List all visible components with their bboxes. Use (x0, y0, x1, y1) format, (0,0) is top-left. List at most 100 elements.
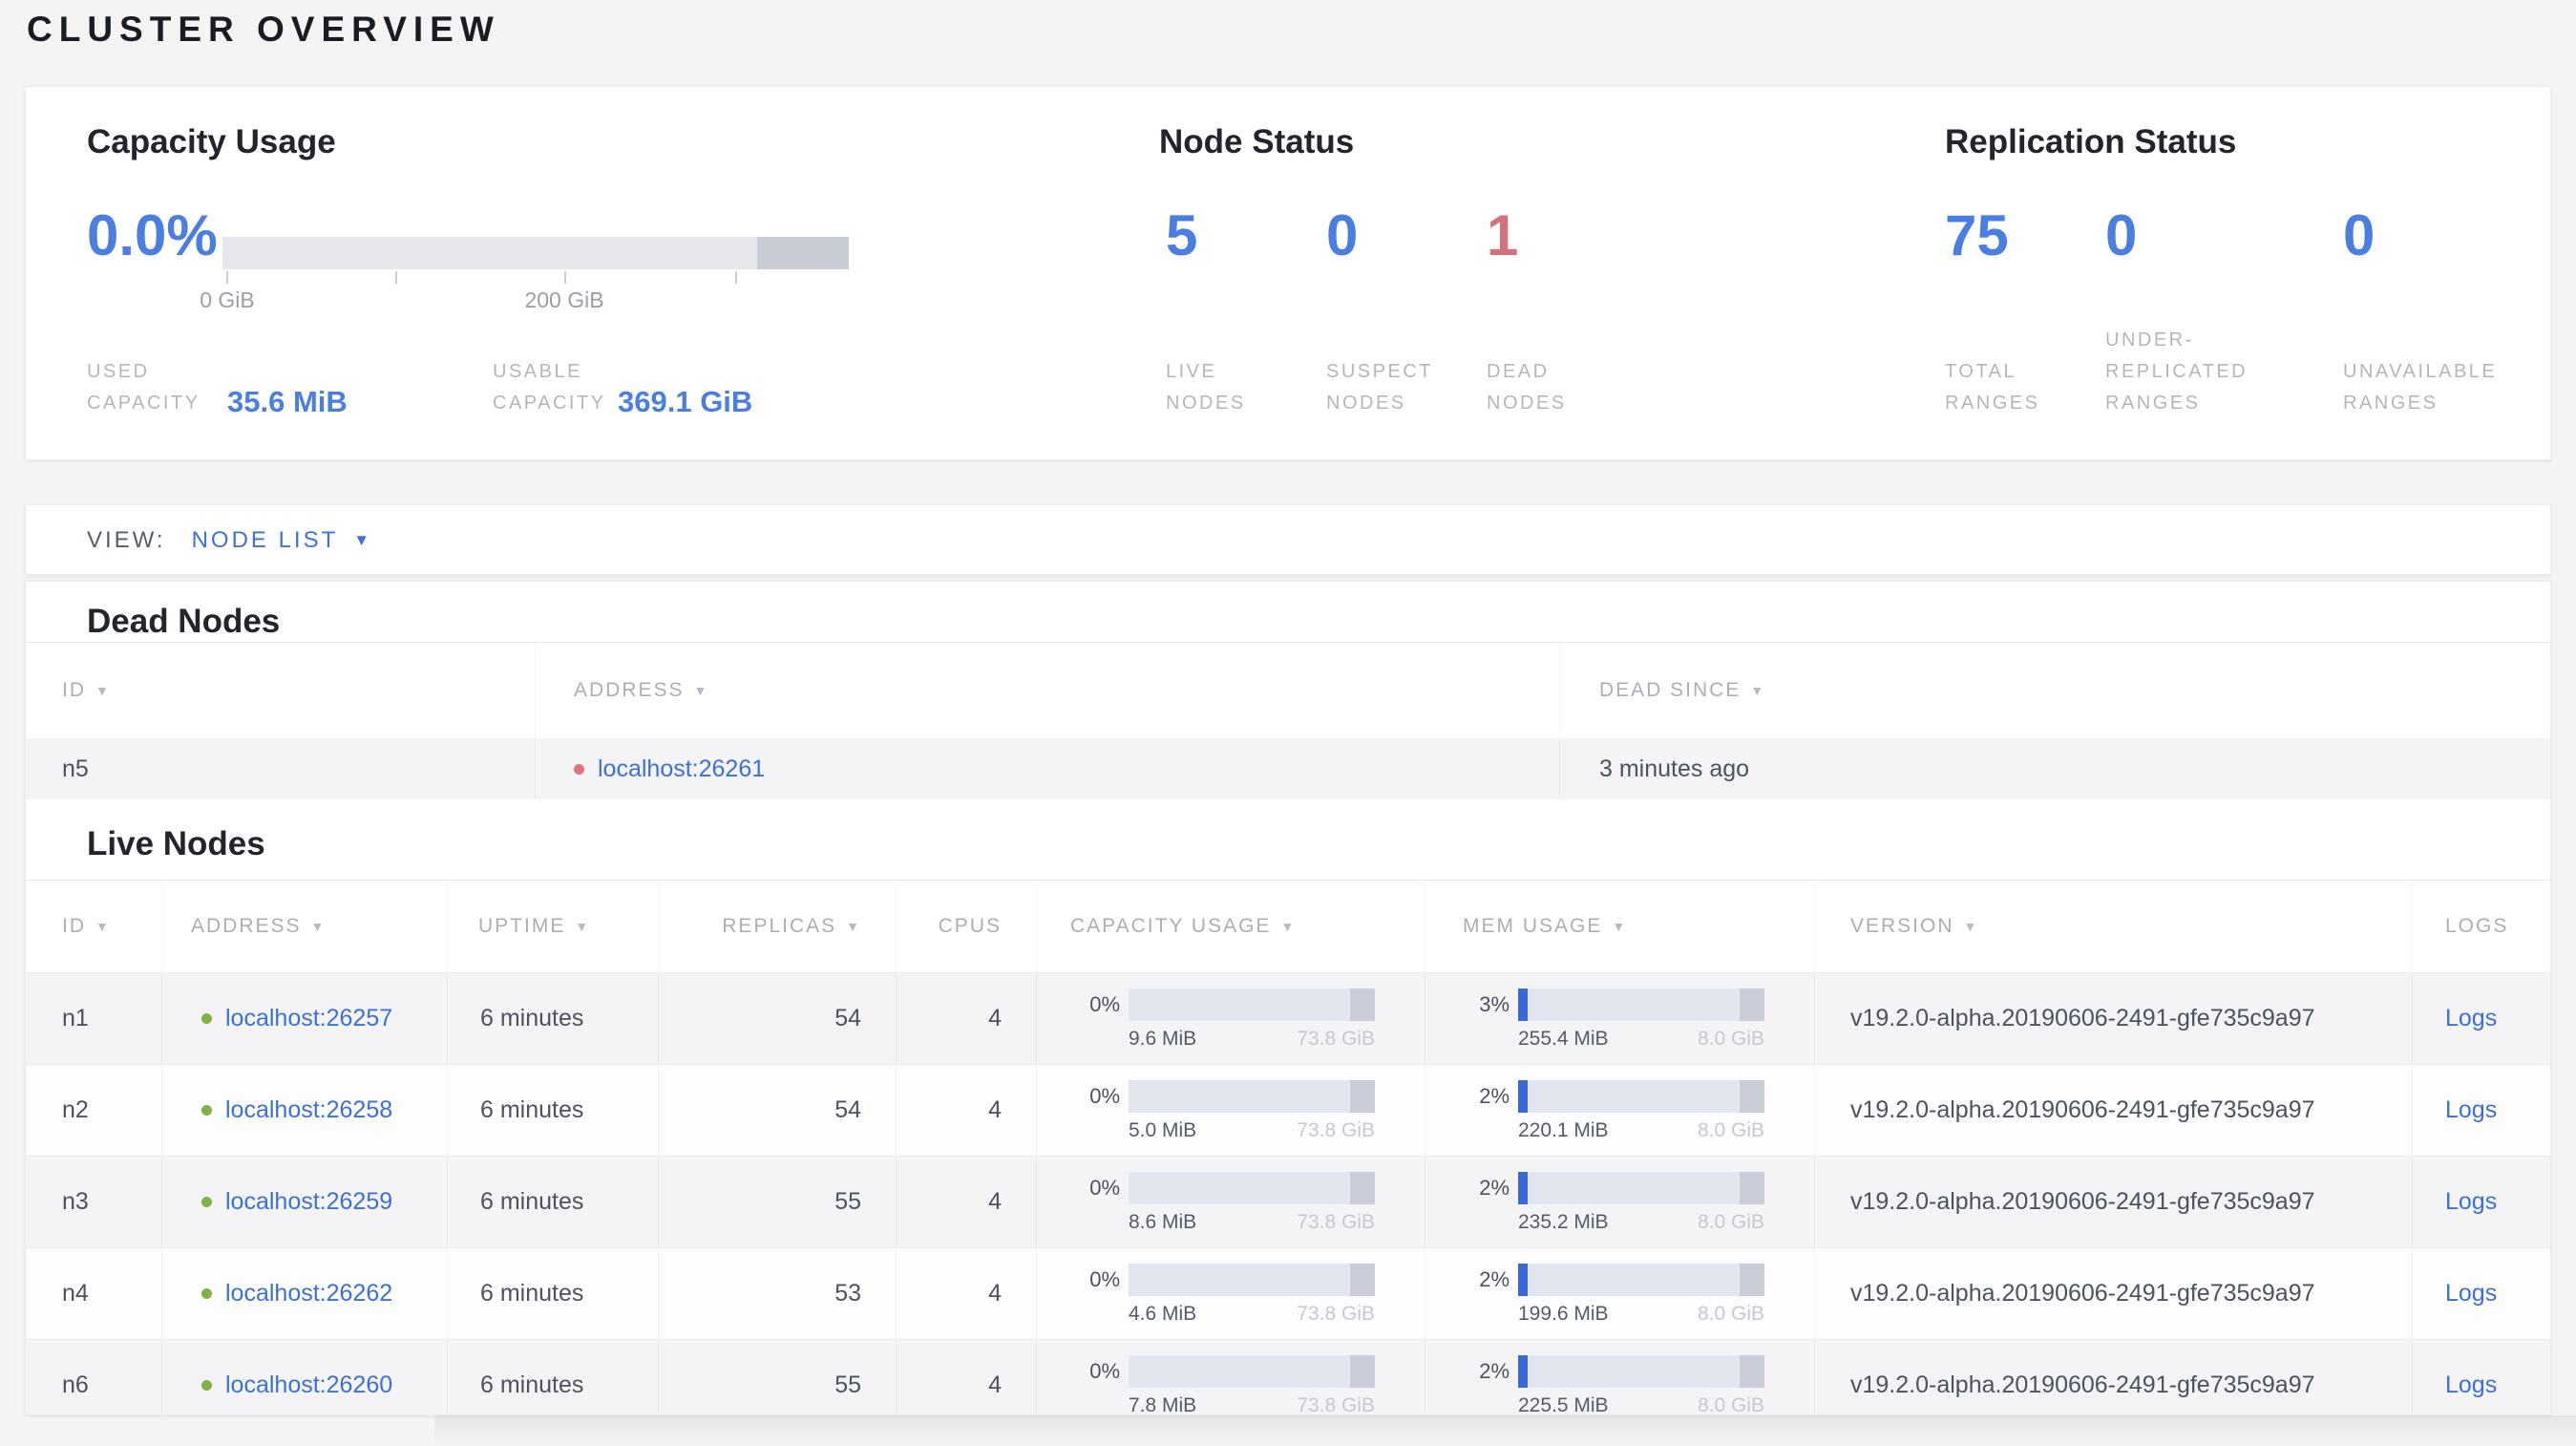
axis-tick (564, 271, 566, 284)
capacity-used: 7.8 MiB (1129, 1394, 1197, 1415)
mem-bar-reserved-segment (1740, 1172, 1764, 1204)
mem-used: 255.4 MiB (1518, 1028, 1609, 1050)
capacity-usage-bar (222, 237, 849, 269)
mem-used: 199.6 MiB (1518, 1303, 1609, 1325)
logs-link[interactable]: Logs (2445, 1005, 2498, 1031)
mem-used: 235.2 MiB (1518, 1211, 1609, 1233)
mem-usage-cell: 3% 255.4 MiB 8.0 GiB (1425, 973, 1815, 1064)
live-nodes-label: LIVE NODES (1166, 361, 1246, 414)
node-id: n6 (26, 1340, 162, 1414)
chevron-down-icon[interactable]: ▼ (353, 531, 370, 549)
node-address-link[interactable]: localhost:26261 (598, 755, 766, 782)
view-dropdown[interactable]: NODE LIST (191, 527, 339, 553)
node-address-cell: localhost:26258 (162, 1065, 448, 1156)
mem-bar-fill (1518, 989, 1528, 1021)
capacity-bar-reserved-segment (757, 237, 849, 269)
usable-capacity-value: 369.1 GiB (618, 385, 753, 418)
node-address-link[interactable]: localhost:26262 (225, 1280, 393, 1307)
mem-total: 8.0 GiB (1697, 1303, 1764, 1325)
dead-nodes-table: ID ▼ ADDRESS ▼ DEAD SINCE ▼ n5 localhost:26… (26, 642, 2550, 799)
mem-bar-reserved-segment (1740, 1355, 1764, 1388)
node-address-link[interactable]: localhost:26259 (225, 1188, 393, 1215)
column-header-replicas[interactable]: REPLICAS ▼ (659, 881, 897, 972)
node-version: v19.2.0-alpha.20190606-2491-gfe735c9a97 (1815, 1157, 2413, 1247)
mem-percent: 3% (1479, 992, 1510, 1016)
capacity-percent: 0.0% (87, 203, 218, 267)
mem-bar (1518, 1172, 1764, 1204)
mem-total: 8.0 GiB (1697, 1119, 1764, 1141)
summary-panel: Capacity Usage 0.0% 0 GiB 200 GiB USED C… (25, 86, 2551, 460)
node-id: n5 (26, 738, 536, 799)
node-cpus: 4 (897, 1248, 1037, 1339)
suspect-nodes-label: SUSPECT NODES (1326, 361, 1433, 414)
view-label: VIEW: (87, 527, 166, 553)
unavailable-ranges-label: UNAVAILABLE RANGES (2343, 361, 2498, 414)
node-replicas: 53 (659, 1248, 897, 1339)
node-address-cell: localhost:26261 (536, 738, 1560, 799)
node-uptime: 6 minutes (448, 1157, 659, 1247)
node-address-cell: localhost:26259 (162, 1157, 448, 1247)
mem-percent: 2% (1479, 1359, 1510, 1383)
mem-bar-reserved-segment (1740, 1264, 1764, 1296)
live-node-row: n6 localhost:26260 6 minutes 55 4 0% 7.8… (26, 1339, 2550, 1415)
mem-bar-fill (1518, 1355, 1528, 1388)
capacity-bar-reserved-segment (1350, 989, 1375, 1021)
mem-percent: 2% (1479, 1176, 1510, 1200)
logs-link[interactable]: Logs (2445, 1096, 2498, 1123)
capacity-percent: 0% (1089, 1084, 1120, 1108)
capacity-total: 73.8 GiB (1297, 1394, 1375, 1415)
node-address-link[interactable]: localhost:26258 (225, 1096, 393, 1123)
sort-arrow-icon: ▼ (95, 683, 111, 698)
node-uptime: 6 minutes (448, 973, 659, 1064)
total-ranges-stat: 75 TOTAL RANGES (1945, 207, 2098, 419)
column-header-mem-usage[interactable]: MEM USAGE ▼ (1425, 881, 1815, 972)
column-header-dead-since[interactable]: DEAD SINCE ▼ (1599, 679, 1766, 701)
mem-total: 8.0 GiB (1697, 1394, 1764, 1415)
mem-usage-cell: 2% 199.6 MiB 8.0 GiB (1425, 1248, 1815, 1339)
mem-bar-fill (1518, 1172, 1528, 1204)
mem-bar-reserved-segment (1740, 989, 1764, 1021)
node-id: n4 (26, 1248, 162, 1339)
node-cpus: 4 (897, 973, 1037, 1064)
node-cpus: 4 (897, 1340, 1037, 1414)
capacity-usage-title: Capacity Usage (87, 123, 336, 160)
column-header-uptime[interactable]: UPTIME ▼ (448, 881, 659, 972)
node-uptime: 6 minutes (448, 1248, 659, 1339)
sort-arrow-icon: ▼ (1963, 919, 1979, 934)
used-capacity-value: 35.6 MiB (227, 385, 348, 418)
used-capacity-label: USED CAPACITY (87, 361, 201, 414)
node-replicas: 55 (659, 1157, 897, 1247)
mem-usage-cell: 2% 225.5 MiB 8.0 GiB (1425, 1340, 1815, 1415)
column-header-id[interactable]: ID ▼ (26, 643, 536, 738)
node-address-cell: localhost:26257 (162, 973, 448, 1064)
logs-link[interactable]: Logs (2445, 1188, 2498, 1215)
replication-status-title: Replication Status (1945, 123, 2237, 160)
column-header-cpus: CPUS (897, 881, 1037, 972)
node-address-link[interactable]: localhost:26257 (225, 1005, 393, 1031)
suspect-nodes-count: 0 (1326, 203, 1359, 267)
logs-link-cell: Logs (2413, 1157, 2550, 1247)
column-header-id[interactable]: ID ▼ (26, 881, 162, 972)
column-header-capacity-usage[interactable]: CAPACITY USAGE ▼ (1037, 881, 1425, 972)
column-header-version[interactable]: VERSION ▼ (1815, 881, 2413, 972)
logs-link-cell: Logs (2413, 973, 2550, 1064)
node-replicas: 55 (659, 1340, 897, 1414)
live-nodes-count: 5 (1166, 203, 1198, 267)
mem-usage-cell: 2% 235.2 MiB 8.0 GiB (1425, 1157, 1815, 1247)
capacity-percent: 0% (1089, 1359, 1120, 1383)
node-cpus: 4 (897, 1065, 1037, 1156)
capacity-usage-cell: 0% 5.0 MiB 73.8 GiB (1037, 1065, 1425, 1156)
logs-link[interactable]: Logs (2445, 1372, 2498, 1398)
capacity-percent: 0% (1089, 1267, 1120, 1291)
column-header-address[interactable]: ADDRESS ▼ (162, 881, 448, 972)
node-address-link[interactable]: localhost:26260 (225, 1372, 393, 1398)
logs-link-cell: Logs (2413, 1248, 2550, 1339)
capacity-total: 73.8 GiB (1297, 1303, 1375, 1325)
logs-link-cell: Logs (2413, 1340, 2550, 1414)
capacity-used: 5.0 MiB (1129, 1119, 1197, 1141)
column-header-address[interactable]: ADDRESS ▼ (536, 643, 1560, 738)
node-version: v19.2.0-alpha.20190606-2491-gfe735c9a97 (1815, 1065, 2413, 1156)
live-nodes-table: ID ▼ ADDRESS ▼ UPTIME ▼ REPLICAS ▼ CPUS CAPA… (26, 880, 2550, 1415)
nodes-panel: Dead Nodes ID ▼ ADDRESS ▼ DEAD SINCE ▼ n5 l… (25, 581, 2551, 1415)
logs-link[interactable]: Logs (2445, 1280, 2498, 1307)
